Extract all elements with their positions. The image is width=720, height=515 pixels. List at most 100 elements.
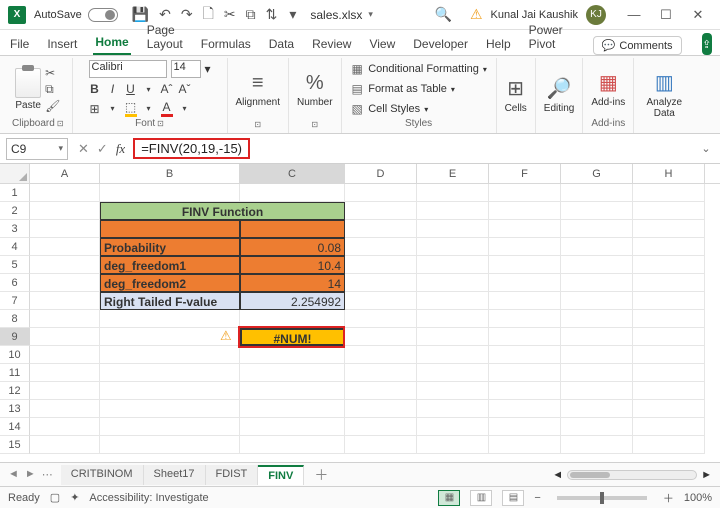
font-size-select[interactable]: 14	[171, 60, 201, 78]
tab-developer[interactable]: Developer	[411, 33, 470, 55]
name-box[interactable]: C9 ▾	[6, 138, 68, 160]
cell-G6[interactable]	[561, 274, 633, 292]
cell-C11[interactable]	[240, 364, 345, 382]
cell-H13[interactable]	[633, 400, 705, 418]
filename-dropdown-icon[interactable]: ▾	[368, 9, 373, 20]
tab-file[interactable]: File	[8, 33, 31, 55]
addins-icon[interactable]: ▦	[599, 70, 618, 95]
row-header-6[interactable]: 6	[0, 274, 30, 292]
enter-formula-icon[interactable]: ✓	[97, 141, 108, 157]
cell-C12[interactable]	[240, 382, 345, 400]
col-header-G[interactable]: G	[561, 164, 633, 183]
copy-icon[interactable]: ⧉	[45, 82, 60, 97]
sheet-tab-FDIST[interactable]: FDIST	[206, 465, 259, 485]
cell-H1[interactable]	[633, 184, 705, 202]
share-button[interactable]: ⇪	[702, 33, 712, 55]
cell-B5[interactable]: deg_freedom1	[100, 256, 240, 274]
cell-D7[interactable]	[345, 292, 417, 310]
formula-input[interactable]: =FINV(20,19,-15)	[133, 138, 250, 159]
row-header-10[interactable]: 10	[0, 346, 30, 364]
cell-B9[interactable]	[100, 328, 240, 346]
cell-A4[interactable]	[30, 238, 100, 256]
cell-F1[interactable]	[489, 184, 561, 202]
cell-C7[interactable]: 2.254992	[240, 292, 345, 310]
cell-C15[interactable]	[240, 436, 345, 454]
tab-review[interactable]: Review	[310, 33, 353, 55]
copy-icon[interactable]: ⧉	[246, 6, 256, 23]
cell-E8[interactable]	[417, 310, 489, 328]
cell-E4[interactable]	[417, 238, 489, 256]
cell-G7[interactable]	[561, 292, 633, 310]
zoom-in-button[interactable]: ＋	[663, 490, 674, 506]
cell-E15[interactable]	[417, 436, 489, 454]
cell-B14[interactable]	[100, 418, 240, 436]
cell-C10[interactable]	[240, 346, 345, 364]
qat-dropdown-icon[interactable]: ▾	[289, 6, 296, 23]
cell-F9[interactable]	[489, 328, 561, 346]
scroll-left-icon[interactable]: ◄	[552, 469, 563, 481]
tab-view[interactable]: View	[367, 33, 397, 55]
row-header-2[interactable]: 2	[0, 202, 30, 220]
cell-H15[interactable]	[633, 436, 705, 454]
fill-dd[interactable]: ▾	[143, 104, 155, 113]
row-header-11[interactable]: 11	[0, 364, 30, 382]
cell-G14[interactable]	[561, 418, 633, 436]
macro-record-icon[interactable]: ▢	[50, 491, 60, 504]
row-header-5[interactable]: 5	[0, 256, 30, 274]
italic-button[interactable]: I	[107, 82, 119, 96]
underline-button[interactable]: U	[125, 82, 137, 96]
row-header-12[interactable]: 12	[0, 382, 30, 400]
row-header-1[interactable]: 1	[0, 184, 30, 202]
cell-E2[interactable]	[417, 202, 489, 220]
cell-A10[interactable]	[30, 346, 100, 364]
cell-E6[interactable]	[417, 274, 489, 292]
minimize-button[interactable]: —	[620, 7, 648, 22]
tab-page-layout[interactable]: Page Layout	[145, 19, 185, 55]
zoom-level[interactable]: 100%	[684, 492, 712, 504]
cell-F12[interactable]	[489, 382, 561, 400]
cell-E9[interactable]	[417, 328, 489, 346]
cell-G15[interactable]	[561, 436, 633, 454]
cell-A14[interactable]	[30, 418, 100, 436]
cell-E7[interactable]	[417, 292, 489, 310]
cell-F10[interactable]	[489, 346, 561, 364]
cell-F4[interactable]	[489, 238, 561, 256]
cell-A8[interactable]	[30, 310, 100, 328]
bold-button[interactable]: B	[89, 82, 101, 96]
col-header-B[interactable]: B	[100, 164, 240, 183]
font-name-select[interactable]: Calibri	[89, 60, 167, 78]
conditional-formatting-button[interactable]: ▦Conditional Formatting▾	[350, 60, 487, 78]
cell-F8[interactable]	[489, 310, 561, 328]
cell-H10[interactable]	[633, 346, 705, 364]
cell-E1[interactable]	[417, 184, 489, 202]
sheet-tab-FINV[interactable]: FINV	[258, 465, 304, 485]
cell-C5[interactable]: 10.4	[240, 256, 345, 274]
cell-C14[interactable]	[240, 418, 345, 436]
cell-E11[interactable]	[417, 364, 489, 382]
cells-area[interactable]: FINV FunctionProbability0.08deg_freedom1…	[30, 184, 705, 454]
cell-C4[interactable]: 0.08	[240, 238, 345, 256]
cell-A9[interactable]	[30, 328, 100, 346]
sheet-tab-Sheet17[interactable]: Sheet17	[144, 465, 206, 485]
row-header-15[interactable]: 15	[0, 436, 30, 454]
namebox-dropdown-icon[interactable]: ▾	[58, 143, 63, 154]
cell-D4[interactable]	[345, 238, 417, 256]
cell-A2[interactable]	[30, 202, 100, 220]
sheet-tab-CRITBINOM[interactable]: CRITBINOM	[61, 465, 144, 485]
zoom-out-button[interactable]: −	[534, 492, 540, 504]
sheet-nav-prev[interactable]: ◄	[8, 468, 19, 481]
sort-icon[interactable]: ⇅	[266, 6, 278, 23]
cell-F13[interactable]	[489, 400, 561, 418]
col-header-A[interactable]: A	[30, 164, 100, 183]
cell-H2[interactable]	[633, 202, 705, 220]
border-button[interactable]: ⊞	[89, 102, 101, 116]
user-avatar[interactable]: KJ	[586, 5, 606, 25]
cell-D6[interactable]	[345, 274, 417, 292]
cell-H6[interactable]	[633, 274, 705, 292]
cell-B10[interactable]	[100, 346, 240, 364]
row-header-7[interactable]: 7	[0, 292, 30, 310]
cell-G13[interactable]	[561, 400, 633, 418]
cut-icon[interactable]: ✂	[224, 6, 236, 23]
cell-H7[interactable]	[633, 292, 705, 310]
cell-D12[interactable]	[345, 382, 417, 400]
